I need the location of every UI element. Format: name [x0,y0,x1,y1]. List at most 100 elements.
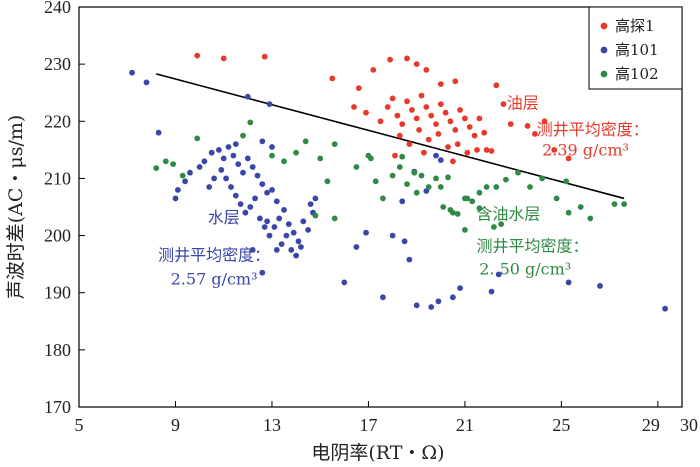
point-series-1 [208,149,215,156]
point-series-1 [450,294,456,301]
point-series-1 [228,184,234,190]
point-series-0 [423,104,430,110]
point-series-2 [404,181,410,188]
point-series-2 [293,149,299,156]
point-series-1 [220,155,227,162]
point-series-2 [240,132,246,139]
point-series-1 [266,101,273,107]
annotation-label: 含油水层 [476,205,540,224]
point-series-2 [483,184,490,190]
point-series-1 [276,215,283,222]
point-series-0 [370,67,377,73]
point-series-1 [259,269,266,276]
point-series-1 [264,189,270,196]
point-series-2 [450,209,456,216]
point-series-1 [206,184,213,190]
point-series-1 [216,147,222,153]
point-series-1 [196,164,203,170]
point-series-0 [450,158,456,165]
point-series-0 [565,155,572,162]
point-series-1 [249,247,256,253]
point-series-1 [305,227,311,233]
point-series-1 [254,172,261,179]
point-series-0 [261,53,268,60]
point-series-2 [563,178,570,185]
point-series-1 [218,167,225,173]
x-tick-label: 9 [171,415,180,435]
point-series-2 [396,164,403,170]
axis-ticks [79,63,659,407]
point-series-1 [129,69,136,76]
point-series-0 [399,121,406,127]
point-series-2 [503,176,509,183]
point-series-0 [457,107,463,113]
annotation-label: 测井平均密度： [537,120,649,139]
point-series-0 [329,75,336,82]
point-series-1 [565,279,572,286]
point-series-1 [399,198,406,205]
point-series-0 [476,115,483,122]
point-series-2 [493,184,500,190]
point-series-0 [421,149,427,156]
legend-label: 高101 [615,41,659,59]
point-series-2 [312,212,319,219]
point-series-1 [285,221,292,228]
point-series-1 [341,279,348,286]
point-series-1 [235,161,242,168]
point-series-2 [324,178,331,185]
point-series-1 [389,232,396,239]
point-series-2 [194,135,201,142]
point-series-1 [273,247,280,253]
point-series-1 [281,207,287,213]
y-tick-label: 230 [44,54,71,74]
point-series-1 [232,141,239,148]
point-series-0 [454,141,461,148]
annotation-label: 水层 [208,208,240,227]
point-series-2 [389,172,396,179]
y-tick-label: 210 [44,168,71,188]
point-series-0 [437,81,444,87]
point-series-2 [418,172,425,179]
point-series-2 [539,175,545,182]
x-tick-label: 25 [552,415,570,435]
annotation-label: 2.39 g/cm³ [542,141,629,160]
point-series-1 [261,224,268,230]
point-series-2 [577,204,584,210]
point-series-1 [363,229,369,236]
point-series-0 [220,55,227,62]
point-series-1 [488,288,495,295]
point-series-0 [481,129,488,136]
point-series-2 [476,205,483,212]
y-tick-labels: 170 180 190 200 210 220 230 240 [44,0,71,417]
point-series-0 [452,126,459,133]
point-series-2 [302,138,309,145]
point-series-0 [532,131,538,137]
point-series-1 [406,256,413,263]
point-series-2 [368,155,374,162]
point-series-0 [194,52,201,59]
point-series-0 [413,61,420,67]
point-series-2 [425,184,432,190]
point-series-0 [404,55,410,62]
point-series-0 [524,123,531,129]
point-series-2 [437,184,444,190]
point-series-0 [483,147,490,153]
point-series-0 [413,115,420,122]
point-series-2 [498,221,504,228]
point-series-2 [331,215,338,222]
point-series-2 [464,195,471,202]
point-series-1 [662,305,668,312]
y-axis-title: 声波时差(AC・μs/m) [5,115,27,300]
point-series-1 [172,195,179,202]
x-tick-label: 30 [680,415,698,435]
point-series-2 [153,165,160,172]
point-series-0 [384,104,391,110]
point-series-0 [493,82,500,89]
point-series-2 [553,195,560,202]
point-series-1 [457,285,463,291]
point-series-2 [565,209,572,216]
point-series-0 [423,67,430,73]
point-series-0 [433,121,439,127]
point-series-1 [187,169,193,176]
point-series-0 [462,115,468,122]
